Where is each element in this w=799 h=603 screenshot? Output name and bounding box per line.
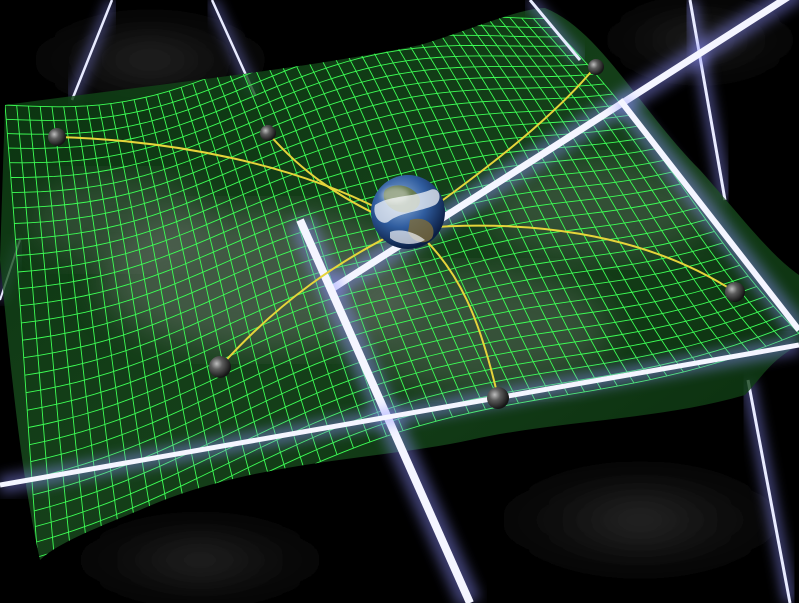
grid-line	[23, 183, 681, 359]
beam-top-right	[526, 0, 584, 64]
signal-line	[414, 229, 499, 398]
pulsar-sphere	[209, 356, 231, 378]
beam-right-vertical	[684, 0, 796, 603]
grid-line	[28, 230, 715, 428]
grid-line	[21, 159, 664, 324]
grid-line	[29, 242, 723, 446]
pulsars	[48, 59, 745, 409]
grid-line	[15, 104, 622, 240]
grid-line	[13, 83, 605, 209]
timing-signals	[56, 66, 736, 398]
grid-line	[9, 54, 579, 164]
grid-line	[11, 73, 596, 194]
signal-line	[419, 224, 736, 293]
grid-line	[16, 114, 630, 256]
grid-line	[14, 93, 613, 224]
grid-line	[27, 219, 707, 411]
grid-line	[36, 305, 774, 543]
grid-line	[34, 286, 757, 512]
pulsar-sphere	[48, 128, 66, 146]
grid-line	[31, 264, 740, 479]
grid-line	[22, 171, 673, 341]
beam-right-diagonal	[612, 93, 799, 337]
beam-lower-horizontal	[0, 336, 799, 494]
pulsar-sphere	[725, 282, 745, 302]
earth-globe	[371, 175, 445, 249]
grid-line	[35, 296, 766, 528]
pulsar-sphere	[487, 387, 509, 409]
signal-line	[219, 227, 406, 368]
beam-left-top	[67, 0, 117, 102]
pulsar-sphere	[588, 59, 604, 75]
grid-line	[7, 34, 562, 135]
grid-line	[17, 125, 639, 273]
signal-line	[414, 66, 596, 221]
grid-line	[30, 253, 732, 463]
grid-line	[10, 63, 588, 178]
signal-line	[56, 136, 409, 226]
grid-line	[8, 45, 571, 149]
pulsar-sphere	[260, 125, 276, 141]
